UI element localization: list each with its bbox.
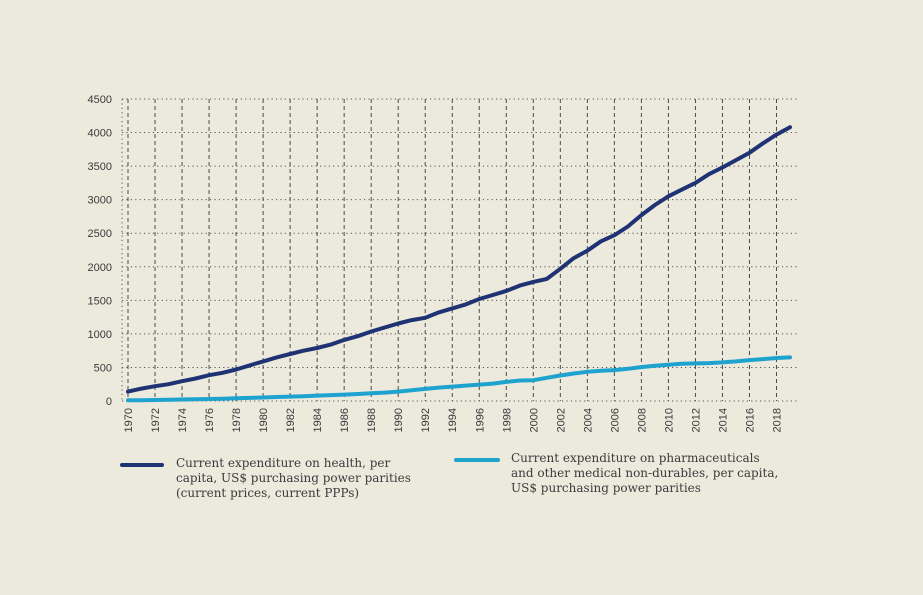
legend-label-0: Current expenditure on health, per capita…	[176, 456, 411, 500]
x-tick-label: 1974	[177, 408, 189, 432]
x-tick-label: 1970	[123, 408, 135, 432]
x-tick-label: 1996	[474, 408, 486, 432]
x-tick-label: 2012	[690, 408, 702, 432]
x-tick-label: 1990	[393, 408, 405, 432]
y-tick-label: 4500	[88, 94, 112, 106]
x-tick-label: 1984	[312, 408, 324, 432]
x-tick-label: 1986	[339, 408, 351, 432]
grid	[122, 98, 797, 402]
series-line-0	[126, 125, 792, 394]
x-tick-label: 2004	[582, 408, 594, 432]
y-tick-label: 3000	[88, 195, 112, 207]
x-tick-label: 2008	[636, 408, 648, 432]
x-tick-label: 1980	[258, 408, 270, 432]
y-tick-label: 1500	[88, 295, 112, 307]
x-tick-label: 1992	[420, 408, 432, 432]
y-tick-label: 2000	[88, 262, 112, 274]
y-tick-label: 500	[94, 362, 112, 374]
x-tick-label: 2010	[663, 408, 675, 432]
x-tick-label: 2000	[528, 408, 540, 432]
legend-label-1: Current expenditure on pharmaceuticals an…	[511, 451, 778, 495]
x-tick-label: 1972	[150, 408, 162, 432]
x-tick-label: 2016	[744, 408, 756, 432]
x-tick-label: 1998	[501, 408, 513, 432]
legend: Current expenditure on health, per capita…	[120, 451, 778, 500]
x-tick-label: 1976	[204, 408, 216, 432]
x-tick-label: 2018	[771, 408, 783, 432]
y-tick-label: 2500	[88, 228, 112, 240]
x-tick-label: 1994	[447, 408, 459, 432]
x-tick-label: 1978	[231, 408, 243, 432]
y-tick-label: 1000	[88, 329, 112, 341]
y-tick-label: 4000	[88, 128, 112, 140]
x-tick-label: 1982	[285, 408, 297, 432]
axes: 0 500 1000 1500 2000 2500 3000 3500 4000 4500 1970…	[88, 94, 784, 432]
series-lines	[126, 125, 792, 403]
x-tick-label: 2014	[717, 408, 729, 432]
x-tick-label: 1988	[366, 408, 378, 432]
series-line-1	[126, 355, 792, 403]
y-tick-label: 3500	[88, 161, 112, 173]
x-tick-label: 2002	[555, 408, 567, 432]
y-tick-label: 0	[106, 396, 112, 408]
x-tick-label: 2006	[609, 408, 621, 432]
